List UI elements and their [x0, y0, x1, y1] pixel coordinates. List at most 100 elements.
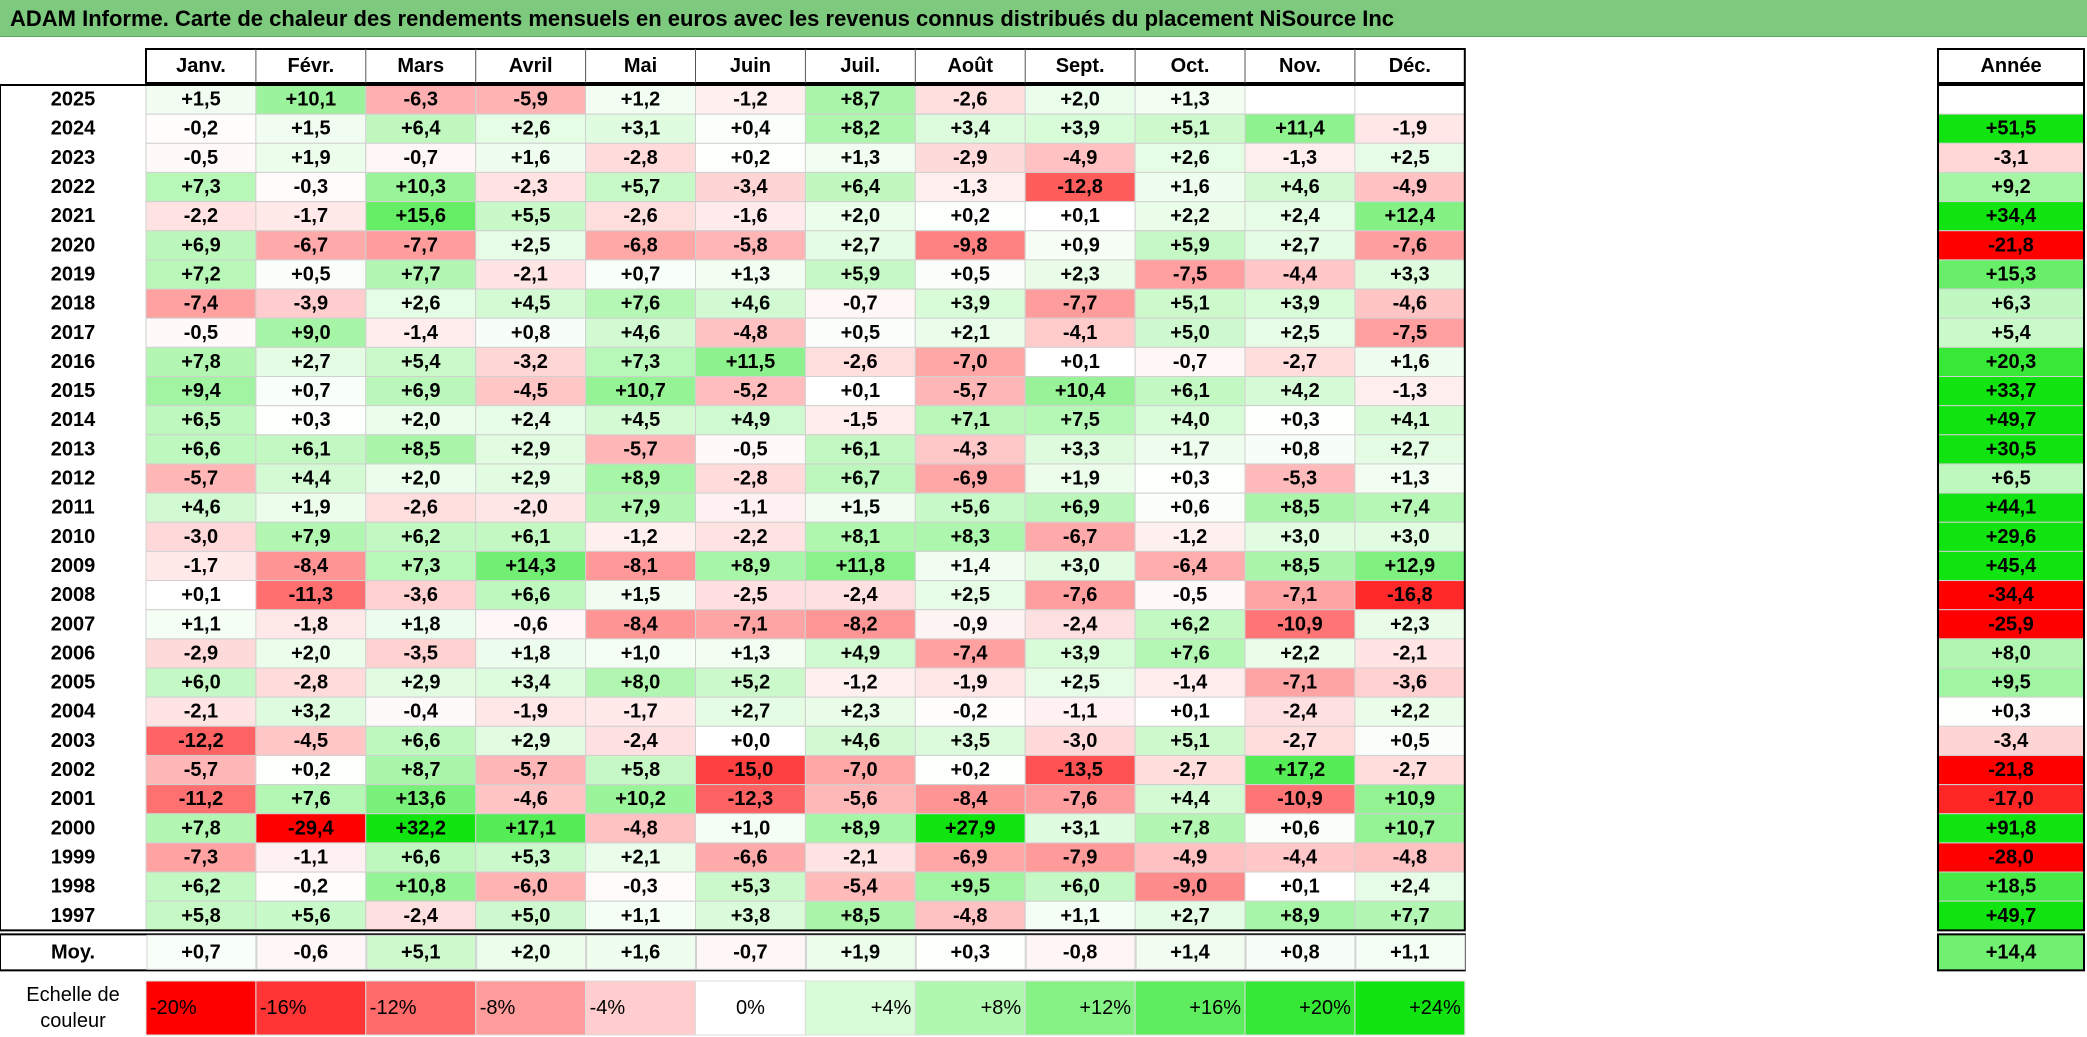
cell-value: +2,3 [1390, 613, 1429, 635]
annual-value: -28,0 [1988, 846, 2034, 868]
cell-value: -2,2 [184, 205, 218, 227]
title-bar: ADAM Informe. Carte de chaleur des rende… [0, 0, 2087, 37]
heatmap-cell [475, 113, 587, 144]
cell-value: +8,5 [841, 905, 880, 927]
cell-value: +6,4 [401, 118, 441, 140]
cell-value: +5,9 [1170, 234, 1209, 256]
heatmap-cell [914, 142, 1026, 173]
cell-value: +0,1 [1060, 351, 1099, 373]
cell-value: +1,9 [291, 497, 330, 519]
cell-value: -2,4 [404, 905, 439, 927]
average-value: +1,1 [1390, 941, 1429, 963]
cell-value: +5,5 [511, 205, 550, 227]
heatmap-cell [1024, 492, 1136, 523]
year-label: 2004 [51, 701, 96, 723]
cell-value: -4,9 [1393, 176, 1427, 198]
cell-value: -7,3 [184, 846, 218, 868]
cell-value: -5,7 [953, 380, 987, 402]
heatmap-cell [255, 142, 367, 173]
annual-value: -3,4 [1994, 730, 2029, 752]
cell-value: +1,3 [1170, 89, 1209, 111]
heatmap-cell [1354, 492, 1466, 523]
cell-value: +8,3 [951, 526, 990, 548]
heatmap-cell [1354, 317, 1466, 348]
cell-value: +1,0 [731, 817, 770, 839]
cell-value: +2,5 [1390, 147, 1429, 169]
cell-value: +4,9 [841, 642, 880, 664]
heatmap-cell [695, 230, 806, 261]
cell-value: -6,4 [1173, 555, 1208, 577]
heatmap-cell [1134, 754, 1246, 786]
cell-value: +6,2 [401, 526, 440, 548]
annual-cell [1937, 725, 2085, 756]
cell-value: +2,7 [1390, 438, 1429, 460]
cell-value: +6,6 [401, 730, 440, 752]
cell-value: -7,0 [843, 759, 877, 781]
cell-value: +1,1 [1060, 905, 1099, 927]
heatmap-cell [145, 871, 257, 902]
heatmap-cell [585, 230, 696, 261]
cell-value: +0,5 [841, 322, 880, 344]
cell-value: -1,1 [1063, 701, 1097, 723]
cell-value: -5,8 [733, 234, 767, 256]
cell-value: +6,5 [181, 409, 220, 431]
cell-value: -5,4 [843, 876, 878, 898]
cell-value: +2,4 [1280, 205, 1320, 227]
cell-value: +2,5 [951, 584, 990, 606]
scale-label-line2: couleur [40, 1010, 106, 1032]
heatmap-cell [1024, 609, 1136, 640]
heatmap-cell [1244, 288, 1356, 319]
annual-cell [1937, 84, 2085, 115]
annual-value: -17,0 [1988, 788, 2034, 810]
cell-value: -2,1 [513, 263, 547, 285]
cell-value: -5,3 [1283, 468, 1317, 490]
cell-value: -1,4 [404, 322, 439, 344]
heatmap-cell [1354, 784, 1466, 815]
cell-value: -2,1 [843, 846, 877, 868]
heatmap-cell [695, 696, 806, 727]
annual-cell [1937, 813, 2085, 844]
heatmap-cell [145, 113, 257, 144]
average-value: +1,9 [841, 941, 880, 963]
cell-value: -6,8 [623, 234, 657, 256]
year-label: 2000 [51, 817, 96, 839]
cell-value: +6,9 [181, 234, 220, 256]
year-label: 2017 [51, 322, 96, 344]
heatmap-cell [145, 463, 257, 494]
heatmap-cell [585, 376, 696, 407]
average-value: +0,3 [951, 941, 990, 963]
cell-value: +0,1 [1280, 876, 1319, 898]
annual-value: -3,1 [1994, 147, 2028, 169]
annual-value: +34,4 [1986, 205, 2037, 227]
scale-step-label: -8% [480, 997, 516, 1019]
cell-value: +4,6 [841, 730, 880, 752]
heatmap-cell [695, 171, 806, 203]
annual-value: +6,3 [1991, 293, 2030, 315]
heatmap-cell [365, 842, 477, 873]
heatmap-cell [475, 463, 587, 494]
cell-value: -3,2 [513, 351, 547, 373]
cell-value: +1,3 [841, 147, 880, 169]
heatmap-cell [1024, 667, 1136, 698]
month-header: Déc. [1389, 55, 1431, 77]
heatmap-cell [804, 434, 916, 465]
heatmap-cell [695, 346, 806, 378]
cell-value: -2,6 [623, 205, 657, 227]
heatmap-cell [1354, 171, 1466, 203]
heatmap-cell [1244, 230, 1356, 261]
heatmap-cell [1134, 288, 1246, 319]
heatmap-cell [804, 784, 916, 815]
cell-value: +10,1 [286, 89, 337, 111]
cell-value: -2,2 [733, 526, 767, 548]
average-cell [915, 934, 1026, 970]
heatmap-cell [255, 696, 367, 727]
annual-border [1937, 84, 2085, 932]
scale-swatch [914, 980, 1026, 1036]
cell-value: -0,4 [404, 701, 439, 723]
heatmap-cell [1134, 259, 1246, 290]
cell-value: -1,5 [843, 409, 877, 431]
cell-value: -4,9 [1063, 147, 1097, 169]
cell-value: +1,1 [181, 613, 220, 635]
cell-value: -1,7 [623, 701, 657, 723]
cell-value: +5,2 [731, 672, 770, 694]
